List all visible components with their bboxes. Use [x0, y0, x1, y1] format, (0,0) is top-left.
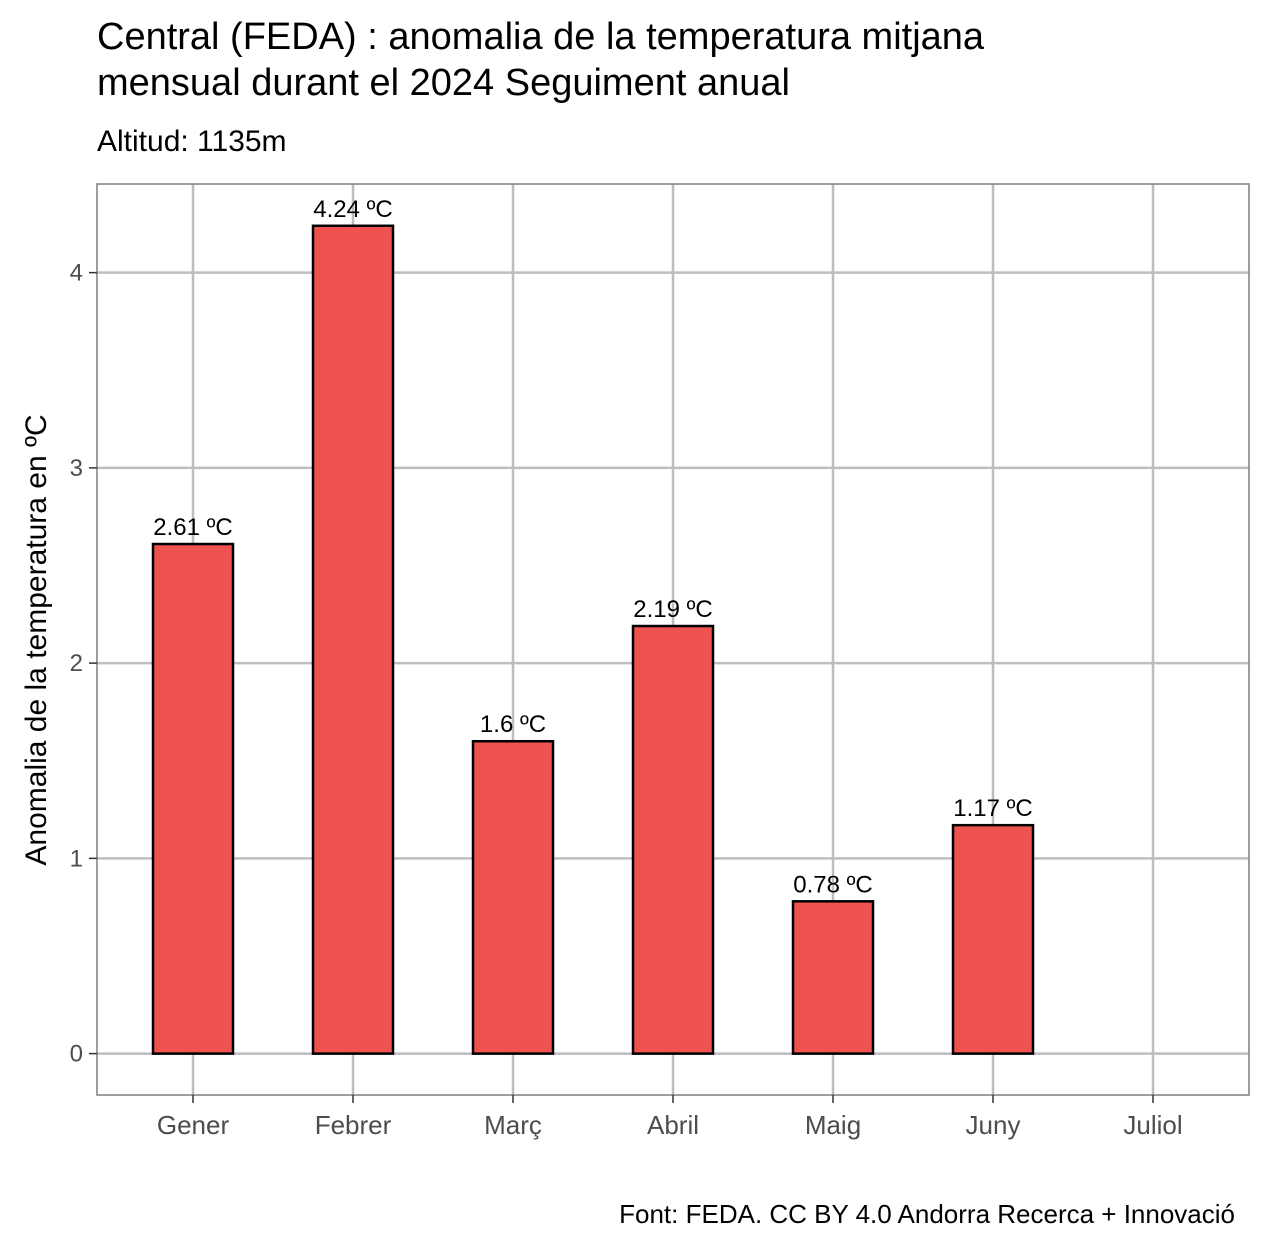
x-tick-label: Juny [966, 1110, 1021, 1140]
y-tick-label: 1 [70, 845, 83, 872]
bar-gener [151, 542, 235, 1055]
y-tick-label: 0 [70, 1041, 83, 1068]
data-label: 1.17 ºC [953, 795, 1032, 822]
chart-caption: Font: FEDA. CC BY 4.0 Andorra Recerca + … [619, 1199, 1235, 1229]
chart-title-line-1: Central (FEDA) : anomalia de la temperat… [97, 16, 985, 58]
data-label: 1.6 ºC [480, 711, 546, 738]
data-label: 4.24 ºC [313, 196, 392, 223]
bar-maig [791, 900, 875, 1055]
data-label: 0.78 ºC [793, 871, 872, 898]
x-tick-label: Abril [647, 1110, 699, 1140]
x-tick-label: Juliol [1123, 1110, 1182, 1140]
bar-juny [951, 823, 1035, 1055]
bar-març [471, 739, 555, 1055]
x-tick-label: Gener [157, 1110, 230, 1140]
data-label: 2.61 ºC [153, 514, 232, 541]
data-labels: 2.61 ºC 4.24 ºC 1.6 ºC 2.19 ºC 0.78 ºC 1.17 º… [153, 196, 1032, 899]
x-tick-label: Febrer [315, 1110, 392, 1140]
y-tick-label: 4 [70, 260, 83, 287]
data-label: 2.19 ºC [633, 596, 712, 623]
y-tick-label: 2 [70, 650, 83, 677]
x-tick-label: Març [484, 1110, 542, 1140]
bar-febrer [311, 224, 395, 1055]
x-tick-label: Maig [805, 1110, 861, 1140]
y-tick-label: 3 [70, 455, 83, 482]
y-axis-title: Anomalia de la temperatura en ºC [20, 414, 53, 865]
bars [151, 224, 1035, 1055]
bar-abril [631, 624, 715, 1055]
chart-title-line-2: mensual durant el 2024 Seguiment anual [97, 62, 790, 104]
chart-title: Central (FEDA) : anomalia de la temperat… [97, 14, 984, 106]
chart-subtitle: Altitud: 1135m [97, 125, 287, 158]
axes: 0 1 2 3 4 Gener Febrer Març Abril Maig Juny Juliol [70, 260, 1183, 1140]
